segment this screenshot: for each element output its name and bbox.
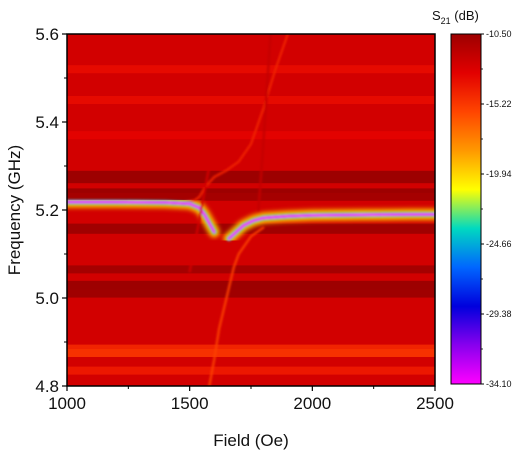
colorbar-ticks: -10.50 -15.22 -19.94 -24.66 -29.38 -34.10 (481, 29, 512, 389)
y-axis: 4.8 5.0 5.2 5.4 5.6 (35, 25, 67, 396)
frequency-band (67, 170, 435, 179)
colorbar-tick-label: -34.10 (486, 379, 512, 389)
frequency-band (67, 280, 435, 289)
colorbar-title-sub: 21 (441, 16, 451, 26)
frequency-band (67, 131, 435, 140)
colorbar-tick-label: -15.22 (486, 99, 512, 109)
series-layer (67, 34, 435, 386)
frequency-band (67, 289, 435, 298)
y-tick-label: 5.2 (35, 201, 59, 220)
frequency-band (67, 225, 435, 234)
series-line (188, 164, 211, 273)
x-tick-label: 2500 (416, 394, 454, 413)
colorbar-tick-label: -10.50 (486, 29, 512, 39)
y-tick-label: 5.6 (35, 25, 59, 44)
frequency-band (67, 175, 435, 184)
plot-area (67, 34, 435, 386)
frequency-band (67, 265, 435, 274)
colorbar-title-unit: (dB) (451, 8, 479, 23)
colorbar: -10.50 -15.22 -19.94 -24.66 -29.38 -34.10 S21… (432, 8, 512, 389)
y-tick-label: 5.0 (35, 289, 59, 308)
x-tick-label: 2000 (293, 394, 331, 413)
frequency-band (67, 65, 435, 74)
colorbar-tick-label: -19.94 (486, 169, 512, 179)
series-line (227, 213, 435, 240)
series-line (208, 226, 265, 386)
frequency-band (67, 188, 435, 197)
colorbar-tick-label: -24.66 (486, 239, 512, 249)
y-tick-label: 5.4 (35, 113, 59, 132)
colorbar-title-main: S (432, 8, 441, 23)
colorbar-gradient (450, 33, 482, 385)
frequency-band (67, 96, 435, 104)
x-tick-label: 1500 (171, 394, 209, 413)
frequency-band (67, 344, 435, 353)
series-line (67, 200, 216, 234)
x-axis: 1000 1500 2000 2500 (48, 386, 454, 413)
colorbar-tick-label: -29.38 (486, 309, 512, 319)
x-axis-title: Field (Oe) (213, 431, 289, 450)
x-tick-label: 1000 (48, 394, 86, 413)
frequency-band (67, 349, 435, 357)
series-line (257, 34, 272, 212)
frequency-band (67, 192, 435, 201)
y-tick-label: 4.8 (35, 377, 59, 396)
frequency-band (67, 285, 435, 294)
frequency-band (67, 366, 435, 375)
colorbar-title: S21 (dB) (432, 8, 479, 26)
y-axis-title: Frequency (GHz) (5, 145, 24, 275)
